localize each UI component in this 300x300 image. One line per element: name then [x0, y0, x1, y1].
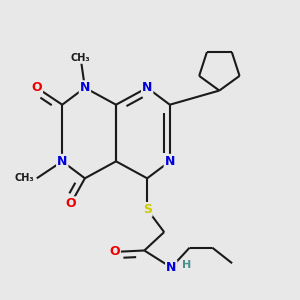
Text: N: N [166, 261, 176, 274]
Text: O: O [65, 197, 76, 210]
Text: CH₃: CH₃ [14, 173, 34, 183]
Text: N: N [57, 155, 68, 168]
Text: S: S [143, 203, 152, 216]
Text: N: N [80, 81, 90, 94]
Text: O: O [32, 81, 42, 94]
Text: O: O [109, 245, 120, 258]
Text: H: H [182, 260, 191, 270]
Text: N: N [142, 81, 152, 94]
Text: N: N [165, 155, 175, 168]
Text: CH₃: CH₃ [71, 53, 91, 63]
